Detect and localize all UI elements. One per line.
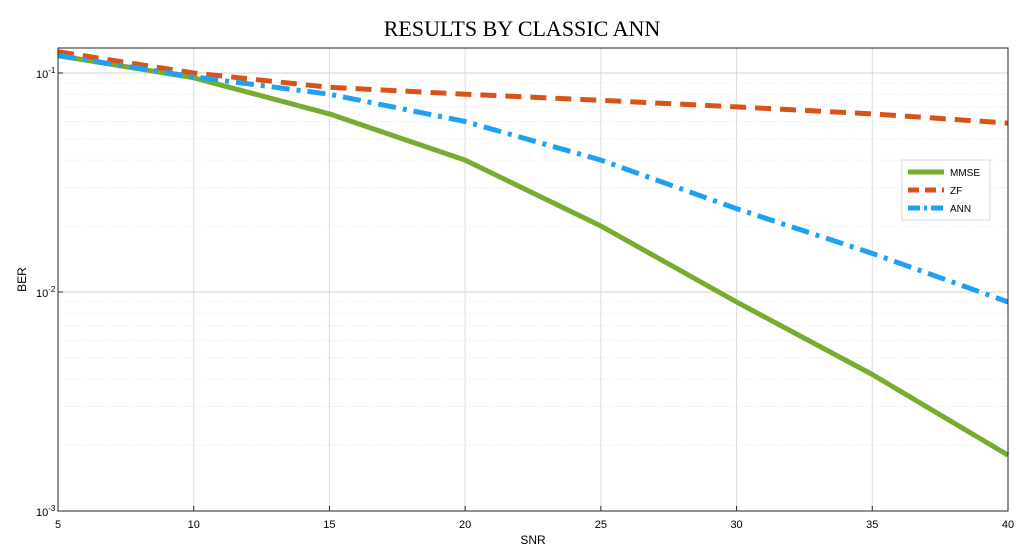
x-axis-label: SNR bbox=[520, 533, 546, 547]
legend-label-zf: ZF bbox=[950, 186, 962, 197]
grid bbox=[57, 48, 1009, 512]
y-tick-label: 10-3 bbox=[36, 504, 56, 519]
x-tick-label: 10 bbox=[188, 519, 200, 531]
x-tick-label: 40 bbox=[1002, 519, 1014, 531]
series-line-zf bbox=[57, 49, 1009, 126]
y-axis-label: BER bbox=[15, 267, 29, 292]
x-tick-label: 5 bbox=[55, 519, 61, 531]
axis-ticks: 5 10 15 20 25 30 35 40 10-1 10-2 10-3 bbox=[36, 66, 1014, 531]
series-lines bbox=[57, 49, 1010, 458]
series-line-ann bbox=[57, 53, 1009, 305]
chart-title: RESULTS BY CLASSIC ANN bbox=[384, 16, 661, 41]
x-tick-label: 35 bbox=[866, 519, 878, 531]
y-tick-label: 10-2 bbox=[36, 285, 56, 300]
x-tick-label: 25 bbox=[595, 519, 607, 531]
legend-label-ann: ANN bbox=[950, 204, 971, 215]
y-tick-label: 10-1 bbox=[36, 66, 56, 81]
legend-label-mmse: MMSE bbox=[950, 168, 980, 179]
x-tick-label: 30 bbox=[730, 519, 742, 531]
x-tick-label: 20 bbox=[459, 519, 471, 531]
plot-frame bbox=[57, 47, 1009, 512]
series-line-mmse bbox=[57, 53, 1010, 458]
legend: MMSE ZF ANN bbox=[901, 159, 991, 221]
x-tick-label: 15 bbox=[323, 519, 335, 531]
